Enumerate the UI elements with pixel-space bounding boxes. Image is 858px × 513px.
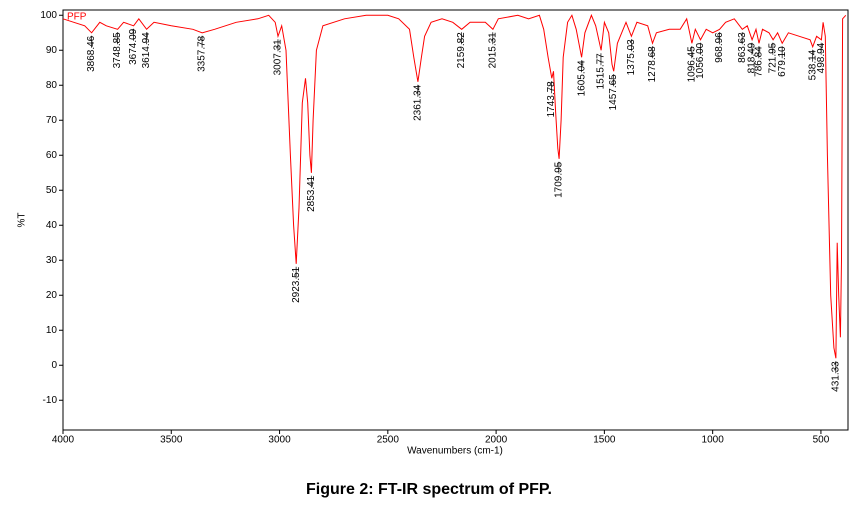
peak-label: 3674.09 [128, 28, 139, 65]
peak-label: 1515.77 [596, 53, 607, 90]
peak-label: 3868.46 [86, 35, 97, 72]
peak-label: 968.96 [714, 32, 725, 63]
peak-label: 3357.78 [197, 35, 208, 72]
peak-label: 679.10 [777, 46, 788, 77]
x-tick-label: 4000 [52, 435, 75, 446]
y-tick-label: 20 [46, 290, 58, 301]
peak-label: 3614.94 [141, 32, 152, 69]
y-tick-label: 30 [46, 255, 58, 266]
peak-label: 498.94 [816, 42, 827, 73]
peak-label: 1457.65 [608, 74, 619, 111]
peak-label: 1375.03 [626, 39, 637, 76]
peak-label: 1709.95 [554, 161, 565, 198]
peak-label: 3748.85 [112, 32, 123, 69]
y-tick-label: 100 [40, 10, 57, 21]
peak-label: 786.84 [753, 46, 764, 77]
peak-label: 538.14 [807, 49, 818, 80]
x-tick-label: 1500 [593, 435, 616, 446]
y-axis-label: %T [17, 213, 28, 228]
peak-label: 3007.31 [273, 39, 284, 76]
x-tick-label: 3000 [268, 435, 291, 446]
x-tick-label: 2500 [377, 435, 400, 446]
y-tick-label: 70 [46, 115, 58, 126]
caption: Figure 2: FT-IR spectrum of PFP. [306, 481, 552, 498]
y-tick-label: 60 [46, 150, 58, 161]
peak-label: 1096.45 [686, 46, 697, 83]
y-tick-label: 80 [46, 80, 58, 91]
x-tick-label: 1000 [702, 435, 725, 446]
y-tick-label: 50 [46, 185, 58, 196]
peak-label: 1605.04 [576, 60, 587, 97]
peak-label: 818.49 [747, 42, 758, 73]
peak-label: 2853.41 [306, 175, 317, 212]
peak-label: 1743.78 [546, 81, 557, 118]
peak-label: 863.63 [737, 32, 748, 63]
y-tick-label: -10 [43, 395, 58, 406]
peak-label: 431.33 [830, 361, 841, 392]
x-tick-label: 2000 [485, 435, 508, 446]
peak-label: 2923.51 [291, 266, 302, 303]
plot-frame [62, 9, 849, 431]
peak-label: 2159.82 [456, 32, 467, 69]
x-axis-label: Wavenumbers (cm-1) [407, 446, 503, 457]
legend-label: PFP [67, 12, 87, 23]
y-tick-label: 0 [51, 360, 57, 371]
peak-label: 1278.68 [647, 46, 658, 83]
y-tick-label: 40 [46, 220, 58, 231]
x-tick-label: 3500 [160, 435, 183, 446]
peak-label: 2015.31 [487, 32, 498, 69]
x-tick-label: 500 [813, 435, 830, 446]
spectrum-line [62, 13, 847, 359]
y-tick-label: 90 [46, 45, 58, 56]
peak-label: 2361.34 [412, 84, 423, 121]
peak-label: 721.95 [768, 42, 779, 73]
y-tick-label: 10 [46, 325, 58, 336]
peak-label: 1056.00 [695, 42, 706, 79]
